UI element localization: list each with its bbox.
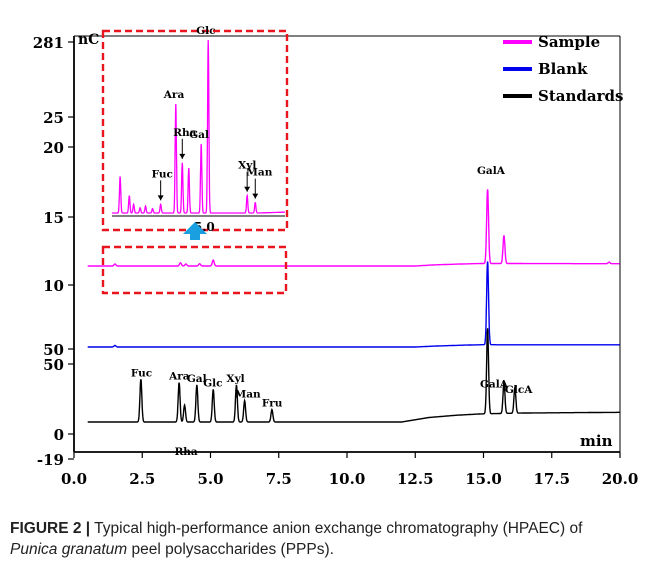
x-tick-label: 7.5 — [266, 470, 292, 488]
inset-label-rha: Rha — [173, 127, 196, 139]
peak-label-man: Man — [235, 389, 261, 401]
peak-label-gala: GalA — [480, 379, 509, 391]
peak-label-glca: GlcA — [505, 384, 533, 396]
zoom-source-box — [101, 245, 288, 295]
trace-standards — [87, 328, 620, 423]
inset-trace-sample — [112, 39, 285, 214]
y-tick-label: 10 — [43, 277, 64, 295]
x-tick-label: 10.0 — [329, 470, 366, 488]
y-tick-label: 281 — [33, 34, 64, 52]
inset-label-xyl: Xyl — [238, 160, 256, 172]
y-tick-label: 0 — [54, 426, 64, 444]
peak-label-rha: Rha — [175, 446, 198, 458]
caption-species: Punica granatum — [10, 541, 128, 558]
inset-arrowhead-rha — [179, 153, 186, 159]
peak-label-gala: GalA — [477, 165, 506, 177]
caption-text-before: Typical high-performance anion exchange … — [90, 520, 583, 537]
y-tick-label: 50 — [43, 341, 64, 359]
x-tick-label: 0.0 — [61, 470, 87, 488]
peak-label-xyl: Xyl — [226, 373, 244, 385]
inset-label-ara: Ara — [163, 89, 185, 101]
trace-blank — [87, 261, 620, 348]
legend-label-blank: Blank — [538, 60, 588, 78]
x-tick-label: 17.5 — [533, 470, 570, 488]
trace-sample — [87, 189, 620, 267]
peak-label-fuc: Fuc — [131, 367, 152, 379]
peak-label-fru: Fru — [262, 398, 283, 410]
inset-arrowhead-fuc — [157, 195, 164, 201]
inset-arrowhead-xyl — [244, 186, 251, 192]
inset-arrowhead-man — [252, 193, 259, 199]
inset-label-glc: Glc — [196, 25, 215, 37]
x-tick-label: 5.0 — [197, 470, 223, 488]
legend-label-standards: Standards — [538, 87, 623, 105]
peak-label-glc: Glc — [203, 377, 222, 389]
peak-label-ara: Ara — [168, 371, 190, 383]
inset-label-gal: Gal — [189, 129, 209, 141]
x-tick-label: 2.5 — [129, 470, 155, 488]
caption-label: FIGURE 2 | — [10, 520, 91, 537]
y-tick-label: 50 — [43, 356, 64, 374]
zoom-arrow-icon — [183, 222, 207, 240]
y-tick-label: 20 — [43, 139, 64, 157]
x-tick-label: 15.0 — [465, 470, 502, 488]
y-tick-label: -19 — [37, 451, 64, 469]
figure-caption: FIGURE 2 | Typical high-performance anio… — [10, 518, 630, 560]
inset-label-fuc: Fuc — [152, 168, 173, 180]
x-axis-label: min — [580, 432, 613, 450]
peak-label-gal: Gal — [187, 373, 207, 385]
caption-text-after: peel polysaccharides (PPPs). — [127, 541, 334, 558]
legend-label-sample: Sample — [538, 33, 600, 51]
y-tick-label: 15 — [43, 209, 64, 227]
x-tick-label: 20.0 — [602, 470, 639, 488]
y-tick-label: 25 — [43, 109, 64, 127]
x-tick-label: 12.5 — [397, 470, 434, 488]
y-axis-label: nC — [78, 32, 99, 48]
inset-label-man: Man — [246, 167, 272, 179]
